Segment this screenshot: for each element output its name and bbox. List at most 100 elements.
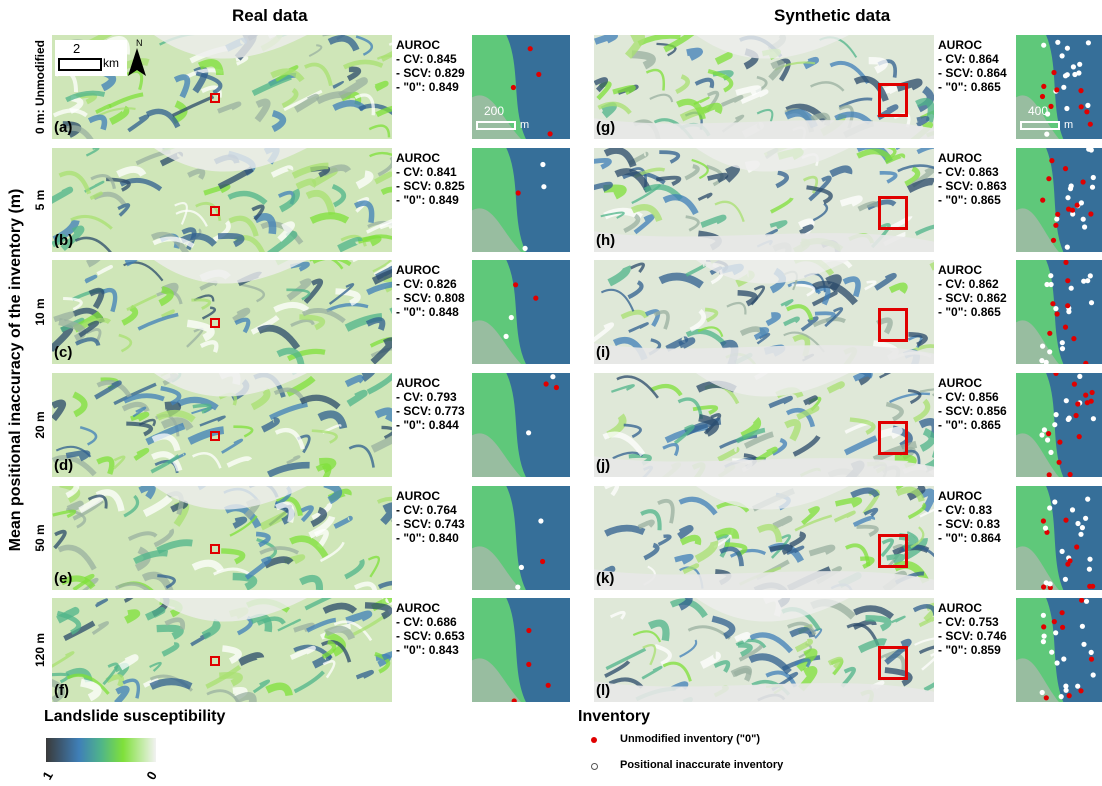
synthetic-susceptibility-map [594, 35, 934, 139]
auroc-block: AUROC - CV: 0.793- SCV: 0.773- "0": 0.844 [396, 376, 465, 432]
auroc-block: AUROC - CV: 0.862- SCV: 0.862- "0": 0.865 [938, 263, 1007, 319]
auroc-zero: - "0": 0.865 [938, 80, 1001, 94]
auroc-zero: - "0": 0.849 [396, 193, 459, 207]
inset-extent-box [878, 308, 908, 342]
auroc-scv: - SCV: 0.773 [396, 404, 465, 418]
auroc-heading: AUROC [938, 489, 982, 503]
synthetic-inset-map [1016, 486, 1102, 590]
panel-letter: (j) [596, 457, 611, 474]
row-label: 10 m [33, 298, 47, 326]
auroc-zero: - "0": 0.864 [938, 531, 1001, 545]
auroc-cv: - CV: 0.83 [938, 503, 993, 517]
inaccurate-inventory-label: Positional inaccurate inventory [620, 759, 784, 771]
auroc-zero: - "0": 0.849 [396, 80, 459, 94]
real-inset-map [472, 598, 570, 702]
auroc-cv: - CV: 0.864 [938, 52, 999, 66]
auroc-scv: - SCV: 0.808 [396, 291, 465, 305]
real-inset-map [472, 260, 570, 364]
auroc-heading: AUROC [938, 151, 982, 165]
auroc-block: AUROC - CV: 0.83- SCV: 0.83- "0": 0.864 [938, 489, 1001, 545]
inset-extent-box [878, 83, 908, 117]
auroc-block: AUROC - CV: 0.764- SCV: 0.743- "0": 0.840 [396, 489, 465, 545]
real-inset-scale-bar: 200 m [474, 104, 534, 134]
panel-letter: (g) [596, 119, 616, 136]
auroc-zero: - "0": 0.865 [938, 418, 1001, 432]
synthetic-susceptibility-map [594, 486, 934, 590]
auroc-block: AUROC - CV: 0.864- SCV: 0.864- "0": 0.865 [938, 38, 1007, 94]
scale-value: 2 [73, 41, 81, 56]
panel-letter: (b) [54, 232, 74, 249]
auroc-cv: - CV: 0.856 [938, 390, 999, 404]
inset-extent-box [210, 318, 220, 328]
panel-letter: (e) [54, 570, 73, 587]
synthetic-data-title: Synthetic data [774, 6, 891, 25]
synthetic-inset-map [1016, 598, 1102, 702]
auroc-cv: - CV: 0.793 [396, 390, 457, 404]
real-inset-map [472, 486, 570, 590]
auroc-scv: - SCV: 0.864 [938, 66, 1007, 80]
panel-letter: (d) [54, 457, 74, 474]
panel-letter: (k) [596, 570, 615, 587]
auroc-zero: - "0": 0.844 [396, 418, 459, 432]
auroc-scv: - SCV: 0.83 [938, 517, 1001, 531]
auroc-block: AUROC - CV: 0.863- SCV: 0.863- "0": 0.865 [938, 151, 1007, 207]
real-susceptibility-map [52, 598, 392, 702]
auroc-cv: - CV: 0.862 [938, 277, 999, 291]
panel-letter: (a) [54, 119, 73, 136]
auroc-zero: - "0": 0.848 [396, 305, 459, 319]
y-axis-label: Mean positional inaccuracy of the invent… [7, 188, 24, 552]
auroc-scv: - SCV: 0.746 [938, 629, 1007, 643]
auroc-scv: - SCV: 0.862 [938, 291, 1007, 305]
inset-extent-box [210, 431, 220, 441]
row-label: 0 m: Unmodified [33, 39, 47, 135]
synthetic-susceptibility-map [594, 598, 934, 702]
scale-unit: km [103, 56, 119, 70]
ramp-low-label: 0 [143, 768, 160, 783]
auroc-heading: AUROC [938, 263, 982, 277]
inset-extent-box [878, 646, 908, 680]
auroc-zero: - "0": 0.840 [396, 531, 459, 545]
unmodified-inventory-marker [591, 737, 597, 743]
main-scale-bar: 2 km [55, 40, 127, 76]
auroc-scv: - SCV: 0.863 [938, 179, 1007, 193]
auroc-block: AUROC - CV: 0.856- SCV: 0.856- "0": 0.865 [938, 376, 1007, 432]
inset-extent-box [210, 544, 220, 554]
real-inset-map [472, 35, 570, 139]
real-data-title: Real data [232, 6, 308, 25]
auroc-block: AUROC - CV: 0.845- SCV: 0.829- "0": 0.849 [396, 38, 465, 94]
auroc-zero: - "0": 0.865 [938, 305, 1001, 319]
auroc-heading: AUROC [396, 601, 440, 615]
auroc-block: AUROC - CV: 0.841- SCV: 0.825- "0": 0.849 [396, 151, 465, 207]
row-label: 20 m [33, 411, 47, 439]
auroc-block: AUROC - CV: 0.753- SCV: 0.746- "0": 0.859 [938, 601, 1007, 657]
panel-letter: (c) [54, 344, 73, 361]
auroc-heading: AUROC [938, 38, 982, 52]
inset-extent-box [210, 656, 220, 666]
north-arrow-icon: N [126, 38, 148, 76]
real-susceptibility-map [52, 148, 392, 252]
row-label: 5 m [33, 189, 47, 211]
synthetic-inset-map [1016, 373, 1102, 477]
susceptibility-legend-title: Landslide susceptibility [44, 708, 226, 725]
auroc-scv: - SCV: 0.829 [396, 66, 465, 80]
panel-letter: (h) [596, 232, 616, 249]
ramp-high-label: 1 [39, 768, 56, 783]
row-label: 120 m [33, 632, 47, 668]
auroc-heading: AUROC [396, 376, 440, 390]
auroc-cv: - CV: 0.826 [396, 277, 457, 291]
synthetic-susceptibility-map [594, 373, 934, 477]
synthetic-susceptibility-map [594, 148, 934, 252]
auroc-cv: - CV: 0.845 [396, 52, 457, 66]
auroc-scv: - SCV: 0.856 [938, 404, 1007, 418]
unmodified-inventory-label: Unmodified inventory ("0") [620, 733, 760, 745]
inset-extent-box [878, 196, 908, 230]
auroc-zero: - "0": 0.865 [938, 193, 1001, 207]
synthetic-inset-map [1016, 148, 1102, 252]
inset-extent-box [878, 534, 908, 568]
real-inset-map [472, 148, 570, 252]
real-susceptibility-map [52, 260, 392, 364]
auroc-zero: - "0": 0.859 [938, 643, 1001, 657]
scale-bar-graphic [58, 58, 102, 71]
auroc-cv: - CV: 0.753 [938, 615, 999, 629]
real-susceptibility-map [52, 486, 392, 590]
